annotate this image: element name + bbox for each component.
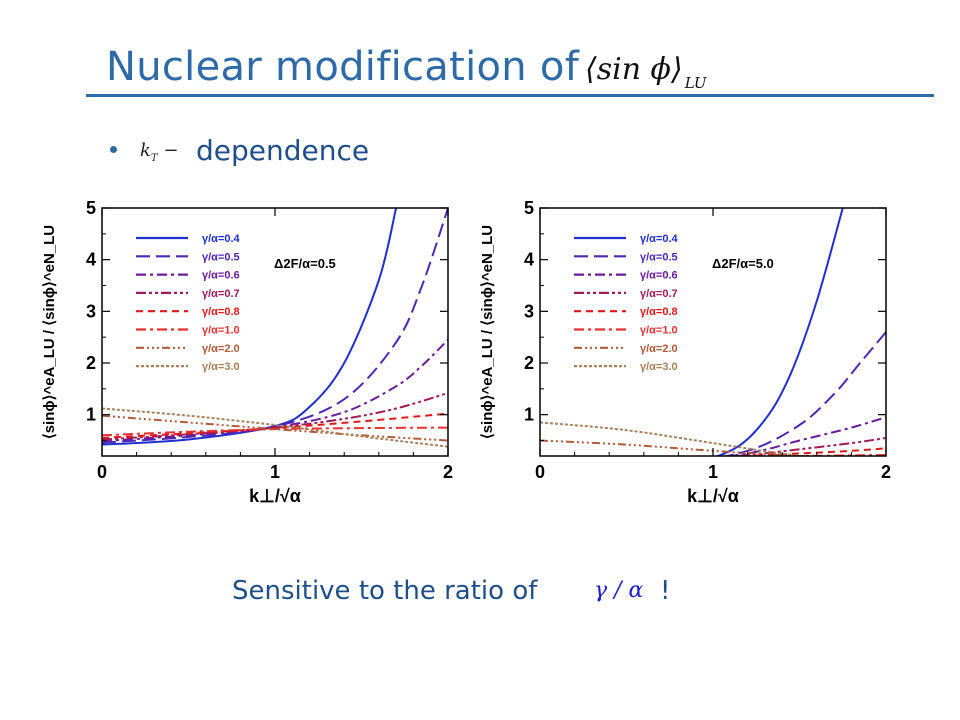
legend-label: γ/α=3.0 [202, 361, 240, 373]
legend-label: γ/α=0.7 [640, 288, 678, 300]
legend-label: γ/α=0.5 [202, 251, 240, 263]
legend-label: γ/α=0.7 [202, 288, 240, 300]
bullet-dot [110, 146, 117, 153]
title-underline [86, 94, 934, 97]
y-tick-label: 1 [524, 405, 534, 425]
chart-annotation: Δ2F/α=0.5 [274, 256, 336, 271]
legend-label: γ/α=0.6 [640, 270, 678, 282]
legend-label: γ/α=3.0 [640, 361, 678, 373]
y-tick-label: 2 [86, 353, 96, 373]
y-axis-label: ⟨sinϕ⟩^eA_LU / ⟨sinϕ⟩^eN_LU [41, 225, 58, 439]
chart-left: 0 1 2 1 2 3 4 5 k⊥/√α ⟨sinϕ⟩^eA_LU / ⟨sinϕ⟩^eN_LU… [41, 198, 453, 506]
conclusion-exclamation: ! [660, 576, 671, 606]
legend-label: γ/α=0.6 [202, 270, 240, 282]
title-formula: ⟨sin ϕ⟩ LU [585, 52, 707, 92]
series-line [721, 331, 886, 456]
y-tick-label: 4 [524, 250, 534, 270]
legend-label: γ/α=1.0 [640, 325, 678, 337]
title-formula-main: ⟨sin ϕ⟩ [585, 52, 683, 87]
x-tick-label: 1 [708, 462, 718, 482]
series-group [102, 208, 448, 448]
x-tick-label: 2 [443, 462, 453, 482]
series-group [540, 208, 886, 456]
chart-annotation: Δ2F/α=5.0 [712, 256, 774, 271]
y-tick-label: 5 [524, 198, 534, 218]
y-axis-label: ⟨sinϕ⟩^eA_LU / ⟨sinϕ⟩^eN_LU [479, 225, 496, 439]
x-axis-label: k⊥/√α [687, 486, 739, 506]
legend-label: γ/α=0.4 [202, 233, 241, 245]
slide-title: Nuclear modification of [106, 44, 580, 90]
y-tick-label: 4 [86, 250, 96, 270]
y-tick-label: 3 [86, 301, 96, 321]
series-line [714, 208, 844, 456]
y-tick-label: 3 [524, 301, 534, 321]
legend-label: γ/α=2.0 [202, 343, 240, 355]
series-line [102, 208, 448, 444]
x-tick-label: 0 [535, 462, 545, 482]
x-axis-label: k⊥/√α [249, 486, 301, 506]
x-tick-label: 0 [97, 462, 107, 482]
legend-label: γ/α=1.0 [202, 325, 240, 337]
legend-label: γ/α=2.0 [640, 343, 678, 355]
bullet-formula-main: k [140, 140, 151, 161]
legend-label: γ/α=0.8 [202, 306, 240, 318]
series-line [102, 414, 448, 442]
bullet-formula-tail: − [157, 140, 179, 161]
plot-frame [539, 207, 887, 457]
y-tick-label: 1 [86, 405, 96, 425]
legend-label: γ/α=0.5 [640, 251, 678, 263]
bullet-text: dependence [196, 134, 370, 167]
x-tick-label: 2 [881, 462, 891, 482]
series-line [102, 208, 398, 446]
legend-label: γ/α=0.8 [640, 306, 678, 318]
bullet-formula: kT − [140, 140, 179, 164]
title-formula-subscript: LU [684, 74, 707, 92]
x-tick-label: 1 [270, 462, 280, 482]
bullet-formula-subscript: T [150, 153, 158, 164]
y-tick-label: 5 [86, 198, 96, 218]
legend-label: γ/α=0.4 [640, 233, 679, 245]
series-line [102, 339, 448, 442]
series-line [722, 416, 886, 456]
chart-right: 0 1 2 1 2 3 4 5 k⊥/√α ⟨sinϕ⟩^eA_LU / ⟨sinϕ⟩^eN_LU… [479, 198, 891, 506]
series-line [102, 392, 448, 441]
conclusion-text: Sensitive to the ratio of [232, 576, 538, 606]
conclusion-formula: γ / α [594, 578, 644, 603]
y-tick-label: 2 [524, 353, 534, 373]
